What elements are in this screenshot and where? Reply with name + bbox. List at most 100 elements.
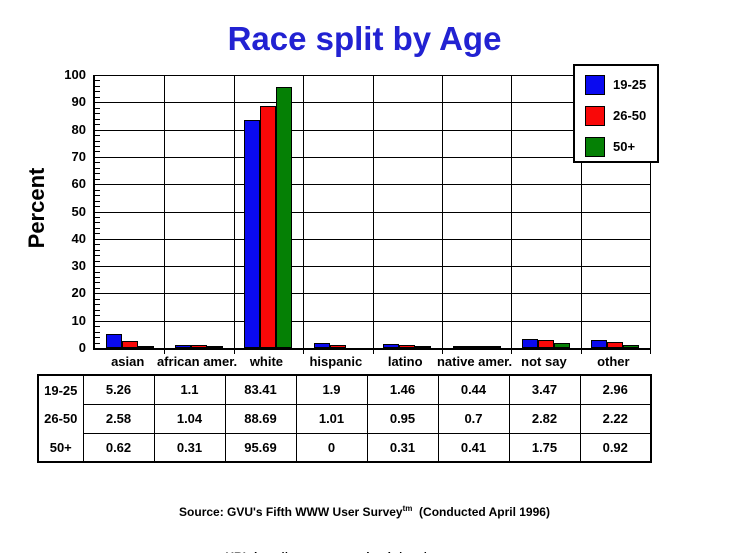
bar-19-25-other — [591, 340, 607, 348]
y-minor-tick — [95, 304, 100, 306]
y-minor-tick — [95, 85, 100, 87]
y-tick-label: 40 — [71, 230, 86, 246]
bar-19-25-latino — [383, 344, 399, 348]
table-cell: 1.75 — [508, 432, 581, 463]
gridline — [95, 156, 650, 158]
y-minor-tick — [95, 162, 100, 164]
legend-label: 26-50 — [613, 108, 647, 123]
y-minor-tick — [95, 167, 100, 169]
table-cell: 1.01 — [295, 403, 368, 434]
y-minor-tick — [95, 282, 100, 284]
table-cell: 2.96 — [579, 374, 652, 405]
y-minor-tick — [95, 337, 100, 339]
bar-26-50-native amer. — [469, 346, 485, 348]
y-minor-tick — [95, 315, 100, 317]
footer-source-date: (Conducted April 1996) — [412, 505, 550, 519]
legend-label: 19-25 — [613, 77, 647, 92]
y-minor-tick — [95, 178, 100, 180]
gridline — [95, 211, 650, 213]
y-minor-tick — [95, 96, 100, 98]
footer: Source: GVU's Fifth WWW User Surveytm (C… — [0, 471, 729, 553]
y-minor-tick — [95, 124, 100, 126]
y-minor-tick — [95, 145, 100, 147]
category-separator-line — [303, 75, 304, 354]
category-separator-line — [234, 75, 235, 354]
bar-26-50-other — [607, 342, 623, 348]
y-minor-tick — [95, 309, 100, 311]
legend: 19-25 26-50 50+ — [573, 64, 659, 163]
y-minor-tick — [95, 227, 100, 229]
bar-19-25-white — [244, 120, 260, 348]
bar-50+-not say — [554, 343, 570, 348]
y-minor-tick — [95, 107, 100, 109]
bar-50+-latino — [415, 346, 431, 348]
y-minor-tick — [95, 244, 100, 246]
y-minor-tick — [95, 326, 100, 328]
table-row-label: 19-25 — [37, 375, 84, 404]
x-category-label-not-say: not say — [521, 354, 567, 369]
x-category-label-african-amer-: african amer. — [156, 354, 238, 369]
table-cell: 0 — [295, 432, 368, 463]
x-category-label-other: other — [597, 354, 630, 369]
bar-19-25-african amer. — [175, 345, 191, 348]
footer-url-line: <URL:http://www.cc.gatech.edu/gvu/user_s… — [0, 550, 729, 553]
table-cell: 2.58 — [82, 403, 155, 434]
y-tick-label: 60 — [71, 176, 86, 192]
bar-26-50-african amer. — [191, 345, 207, 348]
bar-26-50-latino — [399, 345, 415, 348]
bar-50+-african amer. — [207, 346, 223, 348]
table-cell: 1.9 — [295, 374, 368, 405]
y-minor-tick — [95, 200, 100, 202]
bar-26-50-white — [260, 106, 276, 348]
gridline — [95, 75, 650, 76]
table-cell: 0.92 — [579, 432, 652, 463]
bar-19-25-asian — [106, 334, 122, 348]
x-category-label-hispanic: hispanic — [309, 354, 363, 369]
x-category-label-latino: latino — [387, 354, 423, 369]
table-row-19-25: 19-25 5.26 1.1 83.41 1.9 1.46 0.44 3.47 2.96 — [37, 374, 652, 405]
y-minor-tick — [95, 135, 100, 137]
legend-label: 50+ — [613, 139, 636, 154]
bar-19-25-native amer. — [453, 346, 469, 348]
gridline — [95, 102, 650, 104]
category-separator-line — [442, 75, 443, 354]
bar-26-50-hispanic — [330, 345, 346, 348]
table-cell: 2.22 — [579, 403, 652, 434]
y-tick-label: 100 — [64, 67, 86, 82]
y-minor-tick — [95, 140, 100, 142]
y-minor-tick — [95, 298, 100, 300]
table-cell: 5.26 — [82, 374, 155, 405]
y-tick-label: 50 — [71, 203, 86, 219]
y-minor-tick — [95, 342, 100, 344]
table-row-26-50: 26-50 2.58 1.04 88.69 1.01 0.95 0.7 2.82 2.22 — [37, 403, 652, 434]
bar-19-25-hispanic — [314, 343, 330, 348]
table-cell: 1.04 — [153, 403, 226, 434]
category-separator-line — [650, 75, 651, 354]
x-category-label-asian: asian — [111, 354, 145, 369]
legend-swatch-red — [585, 106, 605, 126]
table-row-label: 50+ — [37, 433, 84, 462]
category-separator-line — [164, 75, 165, 354]
y-minor-tick — [95, 173, 100, 175]
y-tick-label: 10 — [71, 312, 86, 328]
footer-source-line: Source: GVU's Fifth WWW User Surveytm (C… — [0, 501, 729, 520]
table-cell: 0.44 — [437, 374, 510, 405]
bar-50+-native amer. — [485, 346, 501, 348]
footer-source-text: Source: GVU's Fifth WWW User Survey — [179, 505, 403, 519]
y-minor-tick — [95, 189, 100, 191]
y-tick-label: 30 — [71, 258, 86, 274]
legend-swatch-green — [585, 137, 605, 157]
gridline — [95, 293, 650, 295]
table-cell: 0.95 — [366, 403, 439, 434]
category-separator-line — [511, 75, 512, 354]
bar-50+-white — [276, 87, 292, 348]
footer-tm-superscript: tm — [402, 504, 413, 513]
category-separator-line — [581, 75, 582, 354]
gridline — [95, 184, 650, 186]
table-cell: 0.31 — [153, 432, 226, 463]
bar-19-25-not say — [522, 339, 538, 348]
table-cell: 0.31 — [366, 432, 439, 463]
y-tick-label: 0 — [78, 340, 86, 355]
page-title: Race split by Age — [227, 20, 502, 57]
plot-area — [93, 75, 651, 354]
